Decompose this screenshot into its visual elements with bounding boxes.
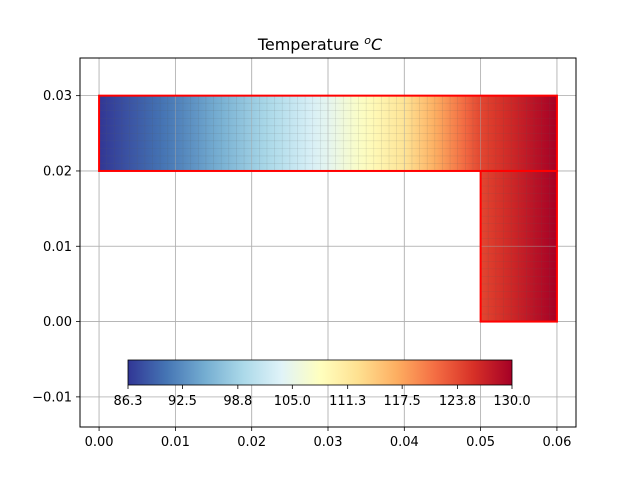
title-text: Temperature xyxy=(257,35,359,54)
colorbar-tick-label: 117.5 xyxy=(384,394,421,409)
y-tick-label: 0.01 xyxy=(43,240,72,255)
y-tick-label: 0.02 xyxy=(43,164,72,179)
x-tick-label: 0.02 xyxy=(237,435,266,450)
axes: 0.00 0.01 0.02 0.03 0.04 0.05 0.06 −0.01 0.00 0.0… xyxy=(32,57,577,450)
chart-title: Temperature oC xyxy=(257,34,383,54)
x-tick-label: 0.01 xyxy=(161,435,190,450)
colorbar-tick-label: 111.3 xyxy=(329,394,366,409)
outline-horizontal-bar xyxy=(98,94,558,172)
colorbar-tick-label: 130.0 xyxy=(493,394,530,409)
colorbar-tick-label: 86.3 xyxy=(114,394,143,409)
title-unit-superscript: o xyxy=(364,34,371,47)
title-unit: C xyxy=(371,35,383,54)
colorbar-tick-label: 123.8 xyxy=(439,394,476,409)
colorbar-tick-label: 105.0 xyxy=(274,394,311,409)
x-tick-label: 0.06 xyxy=(542,435,571,450)
colorbar: 86.3 92.5 98.8 105.0 111.3 117.5 123.8 130.0 xyxy=(114,359,531,409)
y-tick-label: 0.00 xyxy=(43,315,72,330)
colorbar-tick-label: 98.8 xyxy=(223,394,252,409)
y-tick-label: 0.03 xyxy=(43,89,72,104)
heatmap-regions xyxy=(80,58,576,427)
x-tick-label: 0.05 xyxy=(466,435,495,450)
colorbar-bar xyxy=(127,359,513,386)
x-tick-label: 0.04 xyxy=(390,435,419,450)
outline-vertical-leg xyxy=(479,169,558,323)
colorbar-tick-label: 92.5 xyxy=(168,394,197,409)
y-tick-label: −0.01 xyxy=(32,390,72,405)
x-tick-label: 0.00 xyxy=(85,435,114,450)
x-tick-label: 0.03 xyxy=(314,435,343,450)
